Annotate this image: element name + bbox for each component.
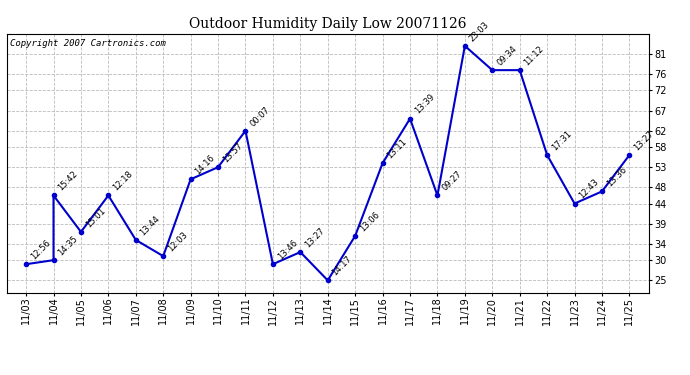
Text: 17:31: 17:31 — [550, 129, 573, 152]
Text: 12:56: 12:56 — [29, 238, 52, 261]
Text: 12:18: 12:18 — [111, 170, 135, 193]
Text: 13:57: 13:57 — [221, 141, 244, 164]
Text: 13:39: 13:39 — [413, 93, 436, 116]
Text: Copyright 2007 Cartronics.com: Copyright 2007 Cartronics.com — [10, 39, 166, 48]
Text: 13:11: 13:11 — [386, 137, 408, 160]
Text: 23:03: 23:03 — [468, 20, 491, 43]
Text: 14:16: 14:16 — [193, 153, 217, 177]
Text: 13:44: 13:44 — [139, 214, 162, 237]
Text: 13:36: 13:36 — [604, 165, 628, 189]
Text: 11:12: 11:12 — [522, 44, 546, 68]
Text: 13:06: 13:06 — [358, 210, 382, 233]
Text: 12:43: 12:43 — [578, 177, 600, 201]
Text: 14:35: 14:35 — [57, 234, 79, 257]
Text: 09:34: 09:34 — [495, 44, 518, 68]
Text: 14:17: 14:17 — [331, 254, 354, 278]
Text: 15:42: 15:42 — [57, 170, 79, 193]
Text: 13:27: 13:27 — [632, 129, 656, 152]
Text: 15:01: 15:01 — [83, 206, 107, 229]
Text: 00:07: 00:07 — [248, 105, 271, 128]
Title: Outdoor Humidity Daily Low 20071126: Outdoor Humidity Daily Low 20071126 — [189, 17, 466, 31]
Text: 13:27: 13:27 — [303, 226, 326, 249]
Text: 09:27: 09:27 — [440, 170, 464, 193]
Text: 12:03: 12:03 — [166, 230, 189, 254]
Text: 13:46: 13:46 — [276, 238, 299, 261]
